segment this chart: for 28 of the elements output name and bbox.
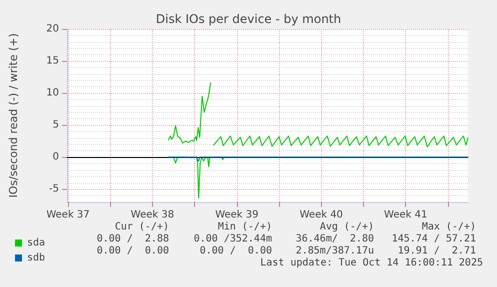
y-tick-label: 10 — [46, 88, 59, 99]
y-tick-label: 15 — [46, 56, 59, 67]
text: 0.00 / 0.00 — [96, 246, 169, 256]
text: 19.91 / 2.71 — [398, 246, 476, 256]
text: 0.00 / 0.00 — [200, 246, 272, 256]
text: Cur (-/+) — [114, 222, 169, 232]
x-tick-label: Week 41 — [384, 210, 428, 220]
y-tick-label: 20 — [46, 24, 59, 34]
x-tick-label: Week 40 — [300, 210, 343, 220]
x-tick-label: Week 38 — [130, 210, 174, 220]
text: 145.74 / 57.21 — [392, 234, 476, 244]
y-axis-title: IOs/second read (-) / write (+) — [7, 33, 20, 198]
y-tick-label: 0 — [52, 152, 59, 163]
y-tick-label: 5 — [52, 120, 59, 131]
text: 0.00 / 2.88 — [96, 234, 169, 244]
text: 2.85m/387.17u — [296, 246, 374, 256]
text: Min (-/+) — [218, 222, 272, 232]
text: 36.46m/ 2.80 — [296, 234, 374, 244]
chart-title: Disk IOs per device - by month — [156, 12, 342, 26]
text: Max (-/+) — [422, 222, 476, 232]
text: 0.00 /352.44m — [194, 234, 272, 244]
text: Last update: Tue Oct 14 16:00:11 2025 — [260, 258, 483, 268]
text: Avg (-/+) — [320, 222, 374, 232]
x-tick-label: Week 39 — [215, 210, 259, 220]
x-tick-label: Week 37 — [46, 210, 90, 220]
legend-label: sdb — [27, 252, 46, 264]
y-tick-label: -5 — [49, 184, 59, 195]
legend-label: sda — [27, 238, 46, 248]
